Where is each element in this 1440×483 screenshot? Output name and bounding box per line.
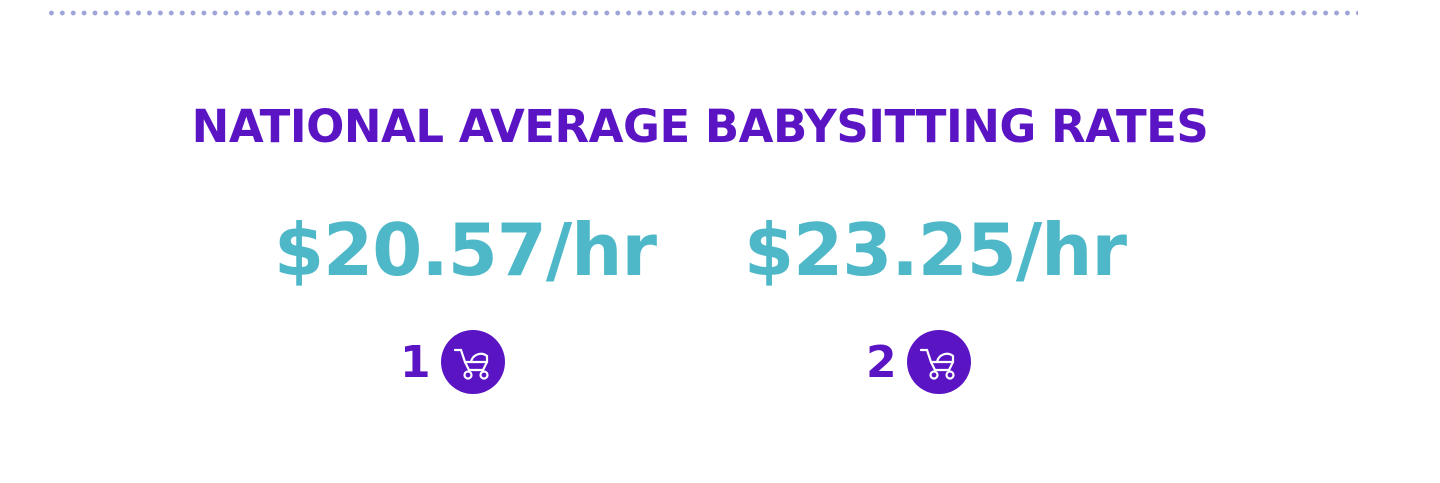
- children-number: 1: [400, 336, 431, 388]
- dotted-divider: [46, 10, 1358, 16]
- rate-amount: $23.25/hr: [744, 208, 1127, 292]
- title: NATIONAL AVERAGE BABYSITTING RATES: [191, 100, 1209, 153]
- children-count: 2: [866, 330, 971, 394]
- rate-amount: $20.57/hr: [274, 208, 657, 292]
- stroller-icon: [906, 330, 971, 394]
- stroller-icon: [440, 330, 505, 394]
- children-count: 1: [400, 330, 505, 394]
- children-number: 2: [866, 336, 897, 388]
